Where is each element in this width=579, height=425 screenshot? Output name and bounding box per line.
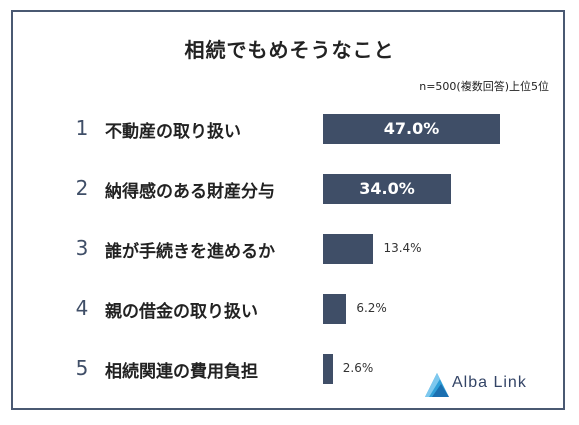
bar-value-label: 34.0%	[359, 179, 415, 198]
category-label: 誰が手続きを進めるか	[105, 242, 275, 262]
brand-logo: Alba Link	[424, 372, 554, 398]
sample-note: n=500(複数回答)上位5位	[419, 80, 549, 93]
rank-number: 3	[75, 236, 89, 260]
bar	[323, 114, 500, 144]
bar-value-label: 2.6%	[342, 361, 374, 375]
alba-link-logo-icon	[425, 373, 449, 397]
bar	[323, 174, 452, 204]
chart-frame	[11, 10, 565, 410]
chart-title: 相続でもめそうなこと	[184, 38, 395, 62]
rank-number: 1	[75, 116, 89, 140]
bar-value-label: 47.0%	[383, 119, 440, 138]
brand-name: Alba Link	[452, 374, 527, 391]
rank-number: 5	[75, 356, 89, 380]
bar	[323, 234, 374, 264]
bar	[323, 354, 333, 384]
category-label: 納得感のある財産分与	[105, 182, 275, 202]
category-label: 親の借金の取り扱い	[105, 302, 258, 322]
bar-value-label: 13.4%	[383, 241, 422, 255]
rank-number: 4	[75, 296, 89, 320]
category-label: 相続関連の費用負担	[105, 362, 258, 382]
category-label: 不動産の取り扱い	[105, 122, 241, 142]
bar-value-label: 6.2%	[356, 301, 387, 315]
bar	[323, 294, 347, 324]
rank-number: 2	[75, 176, 89, 200]
